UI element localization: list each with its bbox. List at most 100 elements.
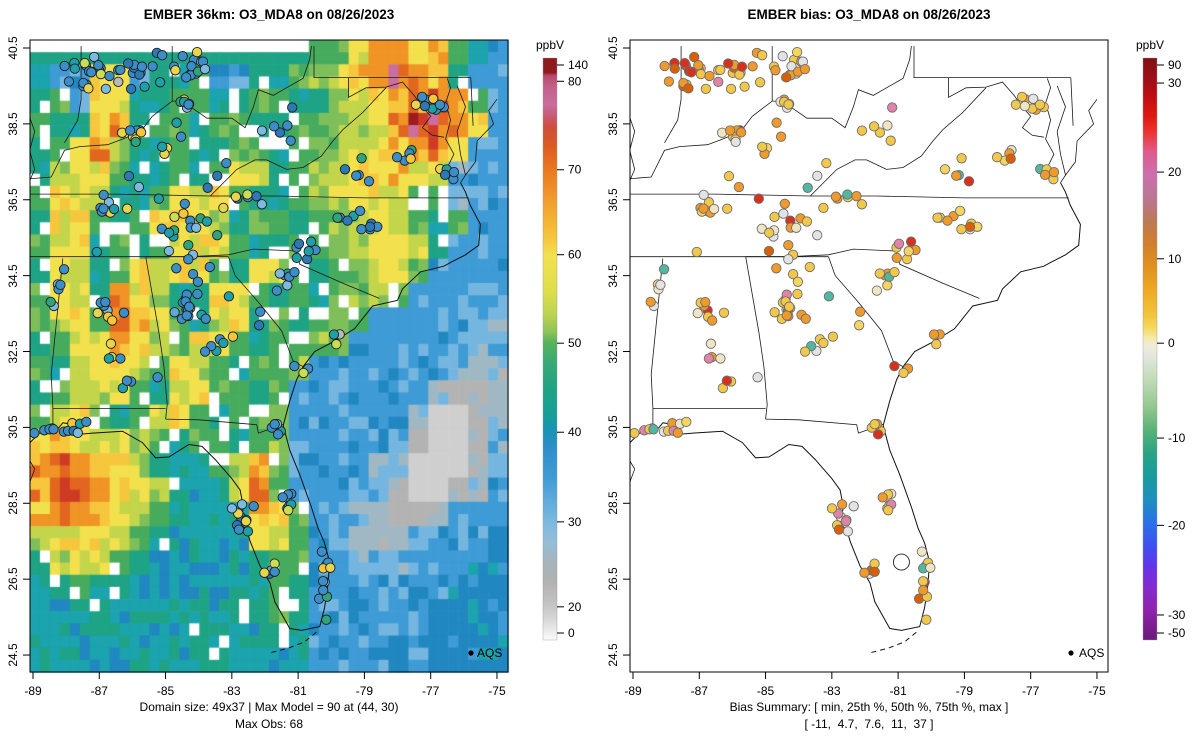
y-tick-label: 24.5 bbox=[606, 643, 620, 667]
aqs-site-dot bbox=[705, 338, 717, 349]
aqs-site-dot bbox=[889, 360, 900, 372]
right-caption-line1: Bias Summary: [ min, 25th %, 50th %, 75t… bbox=[729, 700, 1009, 714]
aqs-site-dot bbox=[123, 170, 135, 182]
aqs-site-dot bbox=[713, 76, 724, 88]
x-tick-label: -75 bbox=[488, 684, 506, 698]
aqs-site-dot bbox=[781, 310, 792, 321]
aqs-site-dot bbox=[191, 46, 203, 58]
aqs-site-dot bbox=[792, 288, 803, 300]
aqs-site-dot bbox=[332, 212, 343, 223]
aqs-site-dot bbox=[331, 339, 342, 350]
aqs-site-dot bbox=[233, 524, 245, 535]
left-colorbar-units-label: ppbV bbox=[535, 38, 565, 52]
aqs-site-dot bbox=[799, 63, 811, 75]
aqs-site-dot bbox=[152, 372, 163, 383]
aqs-site-dot bbox=[693, 60, 704, 71]
x-tick-label: -81 bbox=[889, 684, 907, 698]
aqs-site-dot bbox=[122, 203, 133, 214]
aqs-site-dot bbox=[55, 279, 66, 291]
state-and-coast-lines bbox=[30, 46, 498, 654]
lake-okeechobee-outline bbox=[892, 553, 910, 571]
x-tick-label: -87 bbox=[90, 684, 108, 698]
aqs-site-dot bbox=[242, 189, 253, 200]
aqs-site-dot bbox=[91, 246, 102, 258]
aqs-site-dot bbox=[735, 127, 747, 138]
y-tick-label: 32.5 bbox=[606, 339, 620, 364]
aqs-site-dot bbox=[942, 215, 953, 226]
aqs-site-dot bbox=[135, 127, 147, 138]
aqs-site-dot bbox=[356, 224, 367, 235]
aqs-site-dot bbox=[298, 367, 309, 379]
aqs-site-dot bbox=[724, 125, 736, 136]
aqs-site-dot bbox=[354, 205, 366, 217]
aqs-site-dot bbox=[303, 246, 314, 257]
aqs-site-dot bbox=[770, 65, 781, 76]
aqs-site-dot bbox=[325, 562, 336, 573]
aqs-site-dot bbox=[364, 221, 376, 233]
colorbar-tick-label: 60 bbox=[568, 248, 582, 262]
plot-box bbox=[629, 39, 1109, 673]
x-tick-label: -79 bbox=[955, 684, 974, 698]
y-tick-label: 24.5 bbox=[6, 643, 20, 667]
aqs-site-dot bbox=[747, 61, 758, 72]
aqs-site-dot bbox=[139, 81, 150, 92]
aqs-site-dot bbox=[86, 67, 97, 78]
left-caption-line1: Domain size: 49x37 | Max Model = 90 at (… bbox=[139, 700, 399, 714]
aqs-site-dot bbox=[63, 76, 75, 87]
aqs-site-dot bbox=[105, 338, 117, 349]
aqs-site-dot bbox=[169, 307, 180, 318]
aqs-site-dot bbox=[218, 337, 229, 349]
right-caption-line2: [ -11, 4.7, 7.6, 11, 37 ] bbox=[804, 717, 934, 731]
colorbar-tick-label: 90 bbox=[1168, 58, 1182, 72]
aqs-site-dot bbox=[100, 296, 111, 308]
aqs-site-dot bbox=[192, 288, 203, 300]
aqs-site-dot bbox=[259, 567, 270, 578]
aqs-site-dot bbox=[92, 307, 103, 319]
plot-box bbox=[29, 39, 509, 673]
aqs-site-dot bbox=[836, 499, 848, 510]
aqs-site-dot bbox=[157, 50, 168, 61]
aqs-legend-dot bbox=[1068, 650, 1074, 656]
aqs-site-dot bbox=[692, 307, 703, 319]
aqs-site-dot bbox=[868, 121, 880, 132]
aqs-site-dot bbox=[164, 227, 175, 238]
aqs-site-dot bbox=[916, 546, 928, 557]
aqs-site-dot bbox=[853, 320, 865, 331]
aqs-site-dot bbox=[201, 216, 213, 227]
aqs-site-dot bbox=[416, 91, 428, 103]
aqs-site-dot bbox=[181, 310, 192, 321]
aqs-site-dot bbox=[964, 221, 976, 233]
aqs-site-dot bbox=[723, 58, 734, 69]
aqs-site-dot bbox=[757, 50, 768, 61]
aqs-site-dot bbox=[81, 416, 92, 428]
aqs-site-dot bbox=[700, 296, 711, 308]
aqs-site-dot bbox=[171, 263, 182, 274]
aqs-site-dot bbox=[804, 261, 815, 273]
aqs-site-dot bbox=[107, 315, 118, 326]
aqs-site-dot bbox=[272, 429, 284, 440]
colorbar-tick-label: 70 bbox=[568, 163, 582, 177]
y-tick-label: 30.5 bbox=[606, 415, 620, 440]
aqs-site-dot bbox=[1005, 153, 1016, 164]
aqs-site-dot bbox=[928, 329, 940, 340]
aqs-site-dot bbox=[679, 57, 690, 69]
aqs-site-dot bbox=[178, 208, 189, 219]
aqs-site-dot bbox=[79, 57, 90, 69]
aqs-site-dot bbox=[871, 285, 883, 296]
aqs-site-dot bbox=[248, 501, 259, 512]
aqs-site-dot bbox=[784, 301, 795, 312]
aqs-site-dot bbox=[812, 170, 823, 182]
aqs-site-dot bbox=[859, 567, 870, 578]
aqs-site-dot bbox=[305, 236, 317, 247]
aqs-site-dot bbox=[686, 67, 697, 78]
aqs-site-dot bbox=[100, 83, 112, 95]
aqs-site-dot bbox=[708, 203, 720, 215]
aqs-site-dot bbox=[869, 566, 880, 577]
aqs-site-dot bbox=[718, 307, 730, 318]
y-tick-label: 40.5 bbox=[6, 36, 20, 60]
x-tick-label: -75 bbox=[1088, 684, 1106, 698]
aqs-site-dot bbox=[289, 266, 300, 278]
aqs-site-dot bbox=[951, 170, 962, 181]
aqs-site-dot bbox=[177, 51, 188, 62]
